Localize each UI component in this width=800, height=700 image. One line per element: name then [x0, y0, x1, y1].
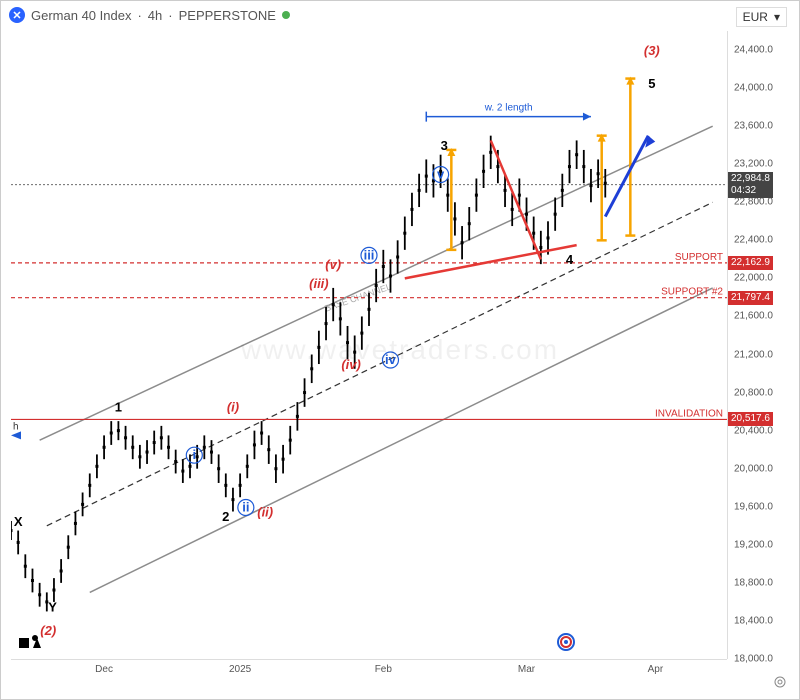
y-axis[interactable]: 24,400.0 24,000.0 23,600.0 23,200.0 22,800.0…	[727, 31, 799, 659]
price-box: 22,984.804:32	[728, 172, 773, 198]
chevron-down-icon: ▾	[774, 10, 780, 24]
level-label-1: SUPPORT #2	[661, 287, 723, 298]
wave-blue-iv: iv	[385, 352, 397, 367]
wave-red-(ii): (ii)	[257, 504, 273, 519]
broker-logo: ✕	[9, 7, 25, 23]
y-tick: 22,800.0	[734, 197, 773, 208]
y-tick: 22,400.0	[734, 235, 773, 246]
wave-blue-i: i	[192, 447, 196, 462]
chart-svg: BASE CHANNELSUPPORTSUPPORT #2INVALIDATIO…	[11, 31, 727, 659]
x-tick: Dec	[95, 664, 113, 675]
x-axis[interactable]: Dec 2025 Feb Mar Apr	[11, 659, 727, 699]
x-tick: 2025	[229, 664, 251, 675]
wave-red-(iii): (iii)	[309, 276, 329, 291]
x-tick: Feb	[375, 664, 392, 675]
broker-name: PEPPERSTONE	[179, 8, 276, 23]
symbol-name[interactable]: German 40 Index	[31, 8, 131, 23]
y-tick: 21,600.0	[734, 311, 773, 322]
gear-icon[interactable]	[773, 675, 787, 689]
price-box: 22,162.9	[728, 256, 773, 270]
x-tick: Mar	[518, 664, 535, 675]
y-tick: 23,200.0	[734, 159, 773, 170]
wave-red-(i): (i)	[227, 400, 239, 415]
y-tick: 23,600.0	[734, 121, 773, 132]
wave-4: 4	[566, 252, 574, 267]
interval[interactable]: 4h	[148, 8, 162, 23]
clock-marker-icon[interactable]	[556, 632, 576, 657]
wave-red-(iv): (iv)	[341, 357, 361, 372]
y-tick: 18,000.0	[734, 654, 773, 665]
wave-red-(v): (v)	[325, 257, 341, 272]
wave-blue-ii: ii	[242, 500, 249, 515]
y-tick: 19,600.0	[734, 501, 773, 512]
left-arrow-icon	[11, 431, 21, 439]
price-box: 20,517.6	[728, 412, 773, 426]
bracket-label: w. 2 length	[484, 103, 533, 114]
channel-lower	[90, 288, 713, 592]
price-box: 21,797.4	[728, 291, 773, 305]
currency-label: EUR	[743, 10, 768, 24]
wave-1: 1	[115, 400, 122, 415]
channel-mid	[47, 202, 713, 526]
live-indicator	[282, 11, 290, 19]
y-tick: 24,400.0	[734, 45, 773, 56]
tradingview-logo-icon[interactable]	[19, 634, 45, 657]
currency-selector[interactable]: EUR ▾	[736, 7, 787, 27]
level-label-0: SUPPORT	[675, 252, 723, 263]
level-label-2: INVALIDATION	[655, 408, 723, 419]
wave-Y: Y	[48, 599, 57, 614]
y-tick: 24,000.0	[734, 83, 773, 94]
x-tick: Apr	[648, 664, 664, 675]
wave-5: 5	[648, 76, 655, 91]
support-segment	[405, 245, 577, 278]
projection-arrow	[605, 136, 648, 217]
chart-header: ✕ German 40 Index · 4h · PEPPERSTONE	[9, 7, 290, 23]
y-tick: 21,200.0	[734, 349, 773, 360]
y-tick: 20,800.0	[734, 387, 773, 398]
svg-text:h: h	[13, 421, 19, 432]
y-tick: 22,000.0	[734, 273, 773, 284]
y-tick: 19,200.0	[734, 539, 773, 550]
wave-blue-v: v	[437, 166, 445, 181]
wave-blue-iii: iii	[364, 247, 375, 262]
wave-red-(3): (3)	[644, 43, 660, 58]
y-tick: 20,400.0	[734, 425, 773, 436]
wave-X: X	[14, 514, 23, 529]
y-tick: 20,000.0	[734, 463, 773, 474]
y-tick: 18,800.0	[734, 577, 773, 588]
y-tick: 18,400.0	[734, 615, 773, 626]
wave-3: 3	[441, 138, 448, 153]
zigzag	[491, 140, 541, 259]
chart-plot-area[interactable]: BASE CHANNELSUPPORTSUPPORT #2INVALIDATIO…	[11, 31, 727, 659]
wave-2: 2	[222, 509, 229, 524]
